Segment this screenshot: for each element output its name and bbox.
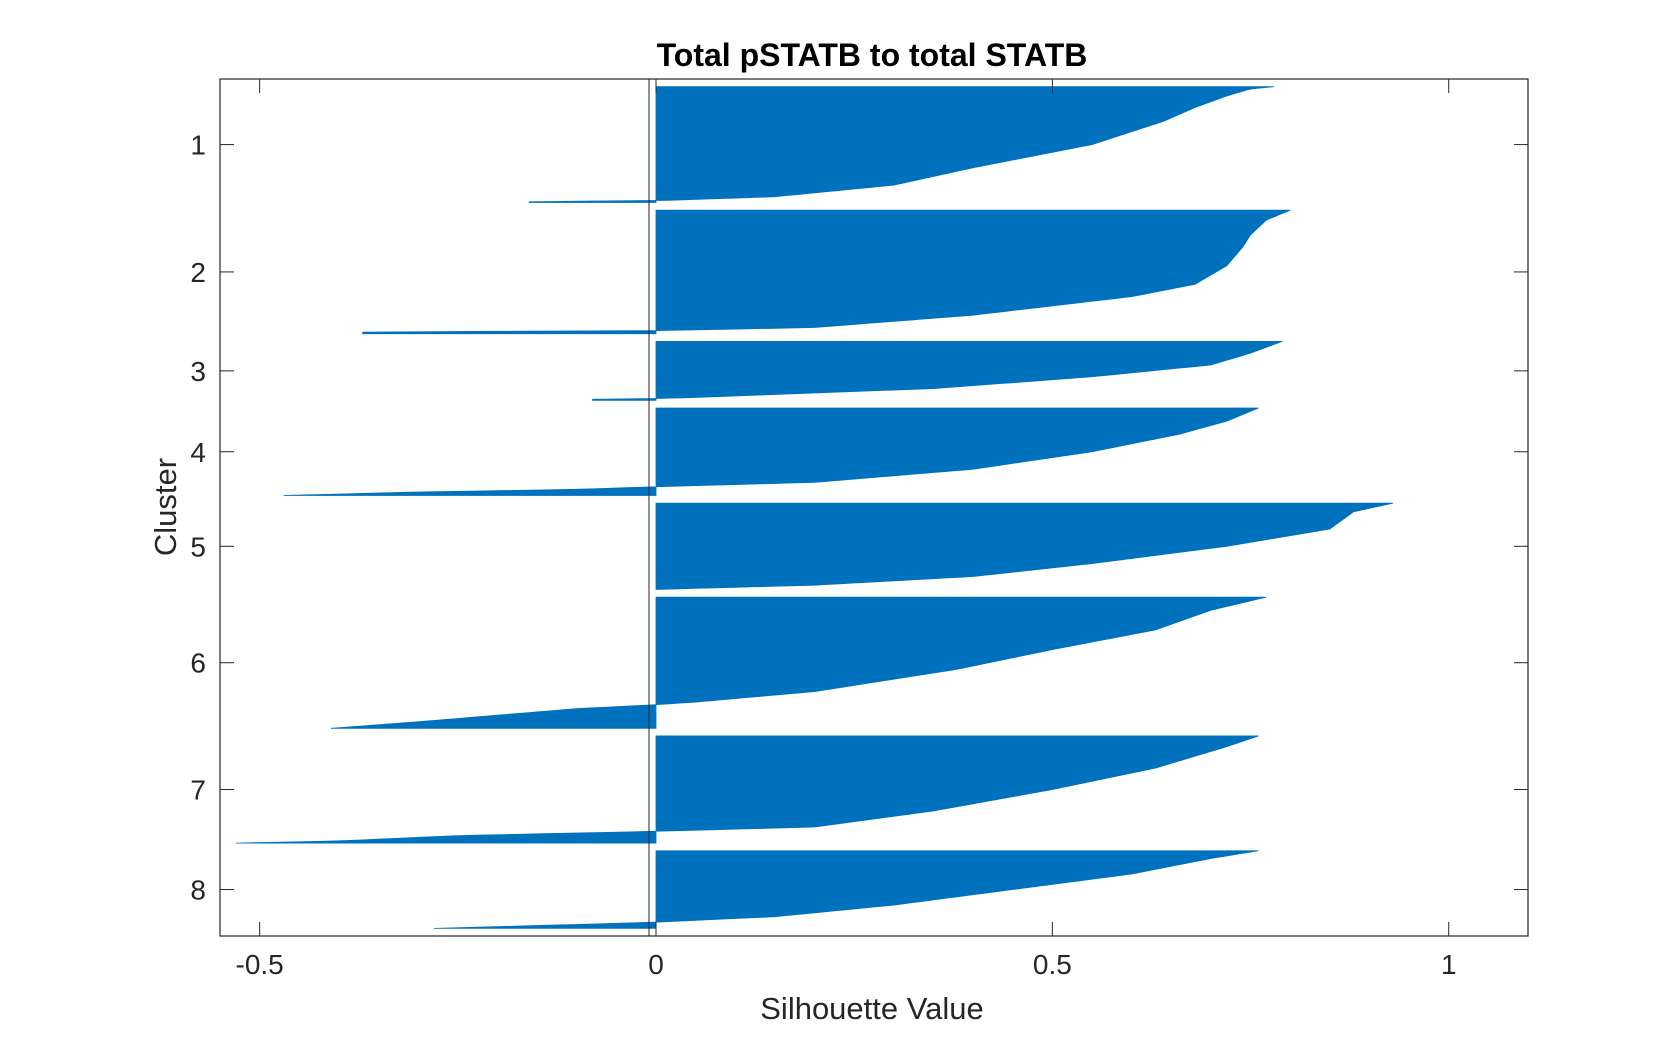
- chart-title: Total pSTATB to total STATB: [657, 37, 1088, 73]
- y-tick-label-6: 6: [190, 648, 206, 679]
- silhouette-bar-cluster-7: [235, 735, 1259, 844]
- x-tick-label: 1: [1441, 949, 1457, 980]
- y-tick-label-3: 3: [190, 356, 206, 387]
- y-tick-label-7: 7: [190, 775, 206, 806]
- silhouette-bar-cluster-3: [592, 340, 1283, 401]
- y-axis-ticks: 1 2 3 4 5 6 7 8: [190, 130, 1528, 906]
- silhouette-bars: [235, 86, 1394, 929]
- y-tick-label-1: 1: [190, 130, 206, 161]
- x-axis-ticks: -0.5 0 0.5 1: [236, 79, 1457, 980]
- y-tick-label-2: 2: [190, 257, 206, 288]
- x-tick-label: 0.5: [1033, 949, 1072, 980]
- x-tick-label: -0.5: [236, 949, 284, 980]
- silhouette-bar-cluster-5: [655, 502, 1394, 590]
- y-tick-label-5: 5: [190, 531, 206, 562]
- plot-area-frame: [219, 78, 1529, 937]
- silhouette-bar-cluster-1: [528, 86, 1275, 203]
- x-tick-label: 0: [648, 949, 664, 980]
- x-axis-label: Silhouette Value: [760, 991, 983, 1026]
- y-axis-label: Cluster: [148, 458, 183, 556]
- y-tick-label-8: 8: [190, 875, 206, 906]
- silhouette-bar-cluster-4: [283, 407, 1259, 496]
- y-tick-label-4: 4: [190, 437, 206, 468]
- silhouette-bar-cluster-8: [434, 850, 1259, 929]
- silhouette-bar-cluster-2: [362, 209, 1291, 335]
- silhouette-bar-cluster-6: [330, 596, 1267, 729]
